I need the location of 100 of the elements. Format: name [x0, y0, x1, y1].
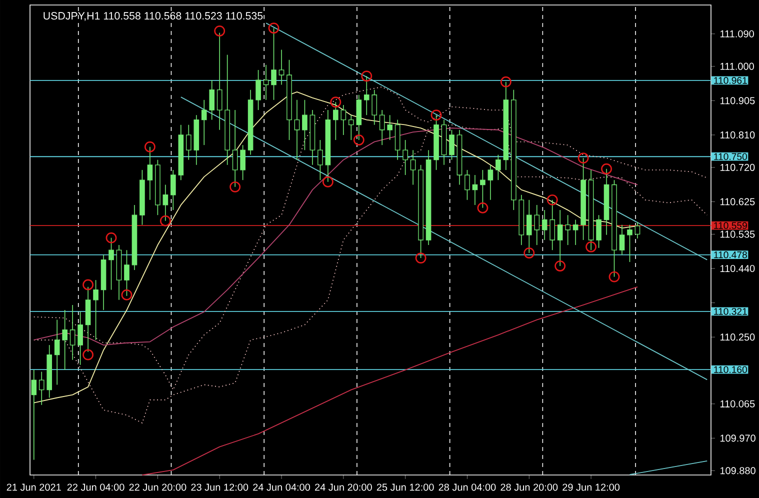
candlestick — [488, 164, 494, 200]
line-series — [33, 86, 708, 390]
point — [214, 26, 226, 36]
candlestick — [124, 250, 130, 296]
candlestick — [38, 371, 44, 406]
candlestick — [542, 210, 548, 240]
ref-line-label: 110.750 — [714, 153, 747, 160]
candlestick — [216, 32, 222, 130]
y-tick-label: 110.535 — [720, 230, 755, 238]
y-tick-label: 111.000 — [720, 62, 754, 70]
point — [106, 232, 117, 244]
point — [82, 279, 94, 290]
point — [500, 76, 512, 88]
point — [546, 194, 558, 206]
candlestick — [209, 80, 215, 120]
candlestick — [372, 89, 378, 126]
candlestick — [619, 224, 625, 256]
x-tick-label: 21 Jun 2021 — [6, 484, 61, 491]
candlestick — [162, 184, 168, 222]
point — [144, 141, 156, 152]
candlestick — [557, 210, 563, 266]
x-tick-label: 25 Jun 12:00 — [376, 484, 434, 491]
candlestick — [402, 140, 408, 176]
x-tick-label: 24 Jun 20:00 — [315, 484, 372, 491]
candlestick — [449, 129, 454, 160]
y-tick-label: 109.970 — [720, 434, 756, 442]
candlestick — [550, 200, 556, 250]
point — [160, 215, 171, 226]
y-tick-label: 110.250 — [720, 334, 755, 341]
candlestick — [147, 146, 153, 200]
candlestick — [256, 70, 261, 110]
point — [415, 252, 426, 264]
x-tick-label: 22 Jun 04:00 — [67, 484, 124, 491]
line-series — [33, 128, 638, 346]
candlestick — [54, 319, 60, 386]
candlestick — [472, 174, 478, 206]
candlestick — [70, 304, 76, 360]
point — [430, 110, 442, 121]
candlestick — [232, 110, 238, 188]
x-tick-label: 22 Jun 20:00 — [129, 484, 186, 491]
point — [268, 22, 280, 34]
point — [554, 260, 566, 272]
x-tick-label: 29 Jun 12:00 — [562, 484, 620, 491]
candlestick — [294, 100, 300, 160]
candlestick — [526, 200, 532, 254]
candlestick — [410, 150, 416, 186]
candlestick — [240, 144, 246, 180]
point — [82, 349, 94, 360]
point — [608, 271, 620, 282]
ref-line-label: 110.321 — [714, 308, 747, 315]
y-tick-label: 109.880 — [720, 467, 756, 474]
ref-line-label: 110.478 — [714, 251, 747, 258]
point — [586, 241, 597, 252]
candlestick — [271, 28, 276, 100]
point — [330, 96, 342, 108]
y-tick-label: 110.065 — [720, 400, 755, 408]
candlestick — [480, 170, 486, 208]
y-tick-label: 110.440 — [720, 264, 755, 272]
candlestick — [333, 102, 338, 140]
candlestick — [263, 64, 269, 100]
candlestick — [278, 49, 284, 86]
candlestick — [340, 104, 346, 136]
candlestick — [596, 214, 602, 248]
y-tick-label: 110.625 — [720, 198, 755, 206]
x-tick-label: 23 Jun 12:00 — [191, 484, 248, 491]
candlestick — [62, 310, 68, 370]
x-tick-label: 28 Jun 04:00 — [438, 484, 496, 491]
ref-line-label: 110.160 — [714, 366, 747, 373]
point — [322, 176, 334, 188]
candlestick — [318, 140, 323, 180]
y-tick-label: 110.720 — [720, 164, 755, 171]
candlestick — [572, 219, 578, 246]
point — [361, 70, 372, 82]
y-tick-label: 110.810 — [720, 131, 755, 138]
point — [230, 181, 241, 192]
candlestick — [170, 170, 176, 210]
candlestick — [534, 204, 540, 246]
ref-line-label: 110.559 — [714, 222, 747, 229]
candlestick — [634, 222, 640, 239]
candlestick — [464, 170, 470, 200]
candlestick — [565, 214, 570, 246]
line-series — [142, 286, 638, 476]
candlestick — [93, 280, 98, 340]
candlestick — [108, 237, 114, 290]
candlestick — [496, 154, 501, 180]
point — [121, 289, 132, 300]
point — [601, 163, 612, 174]
y-tick-label: 111.090 — [720, 30, 754, 38]
candlestick — [302, 100, 308, 150]
point — [477, 202, 488, 214]
candlestick — [201, 100, 207, 146]
candlestick — [364, 76, 370, 116]
y-tick-label: 110.905 — [720, 97, 755, 104]
candlestick — [186, 124, 192, 160]
candlestick — [387, 114, 392, 140]
candlestick — [78, 311, 83, 366]
point — [353, 134, 364, 146]
candlestick — [31, 370, 37, 460]
text: USDJPY,H1 110.558 110.568 110.523 110.535 — [44, 12, 263, 21]
ref-line-label: 110.961 — [714, 77, 747, 84]
